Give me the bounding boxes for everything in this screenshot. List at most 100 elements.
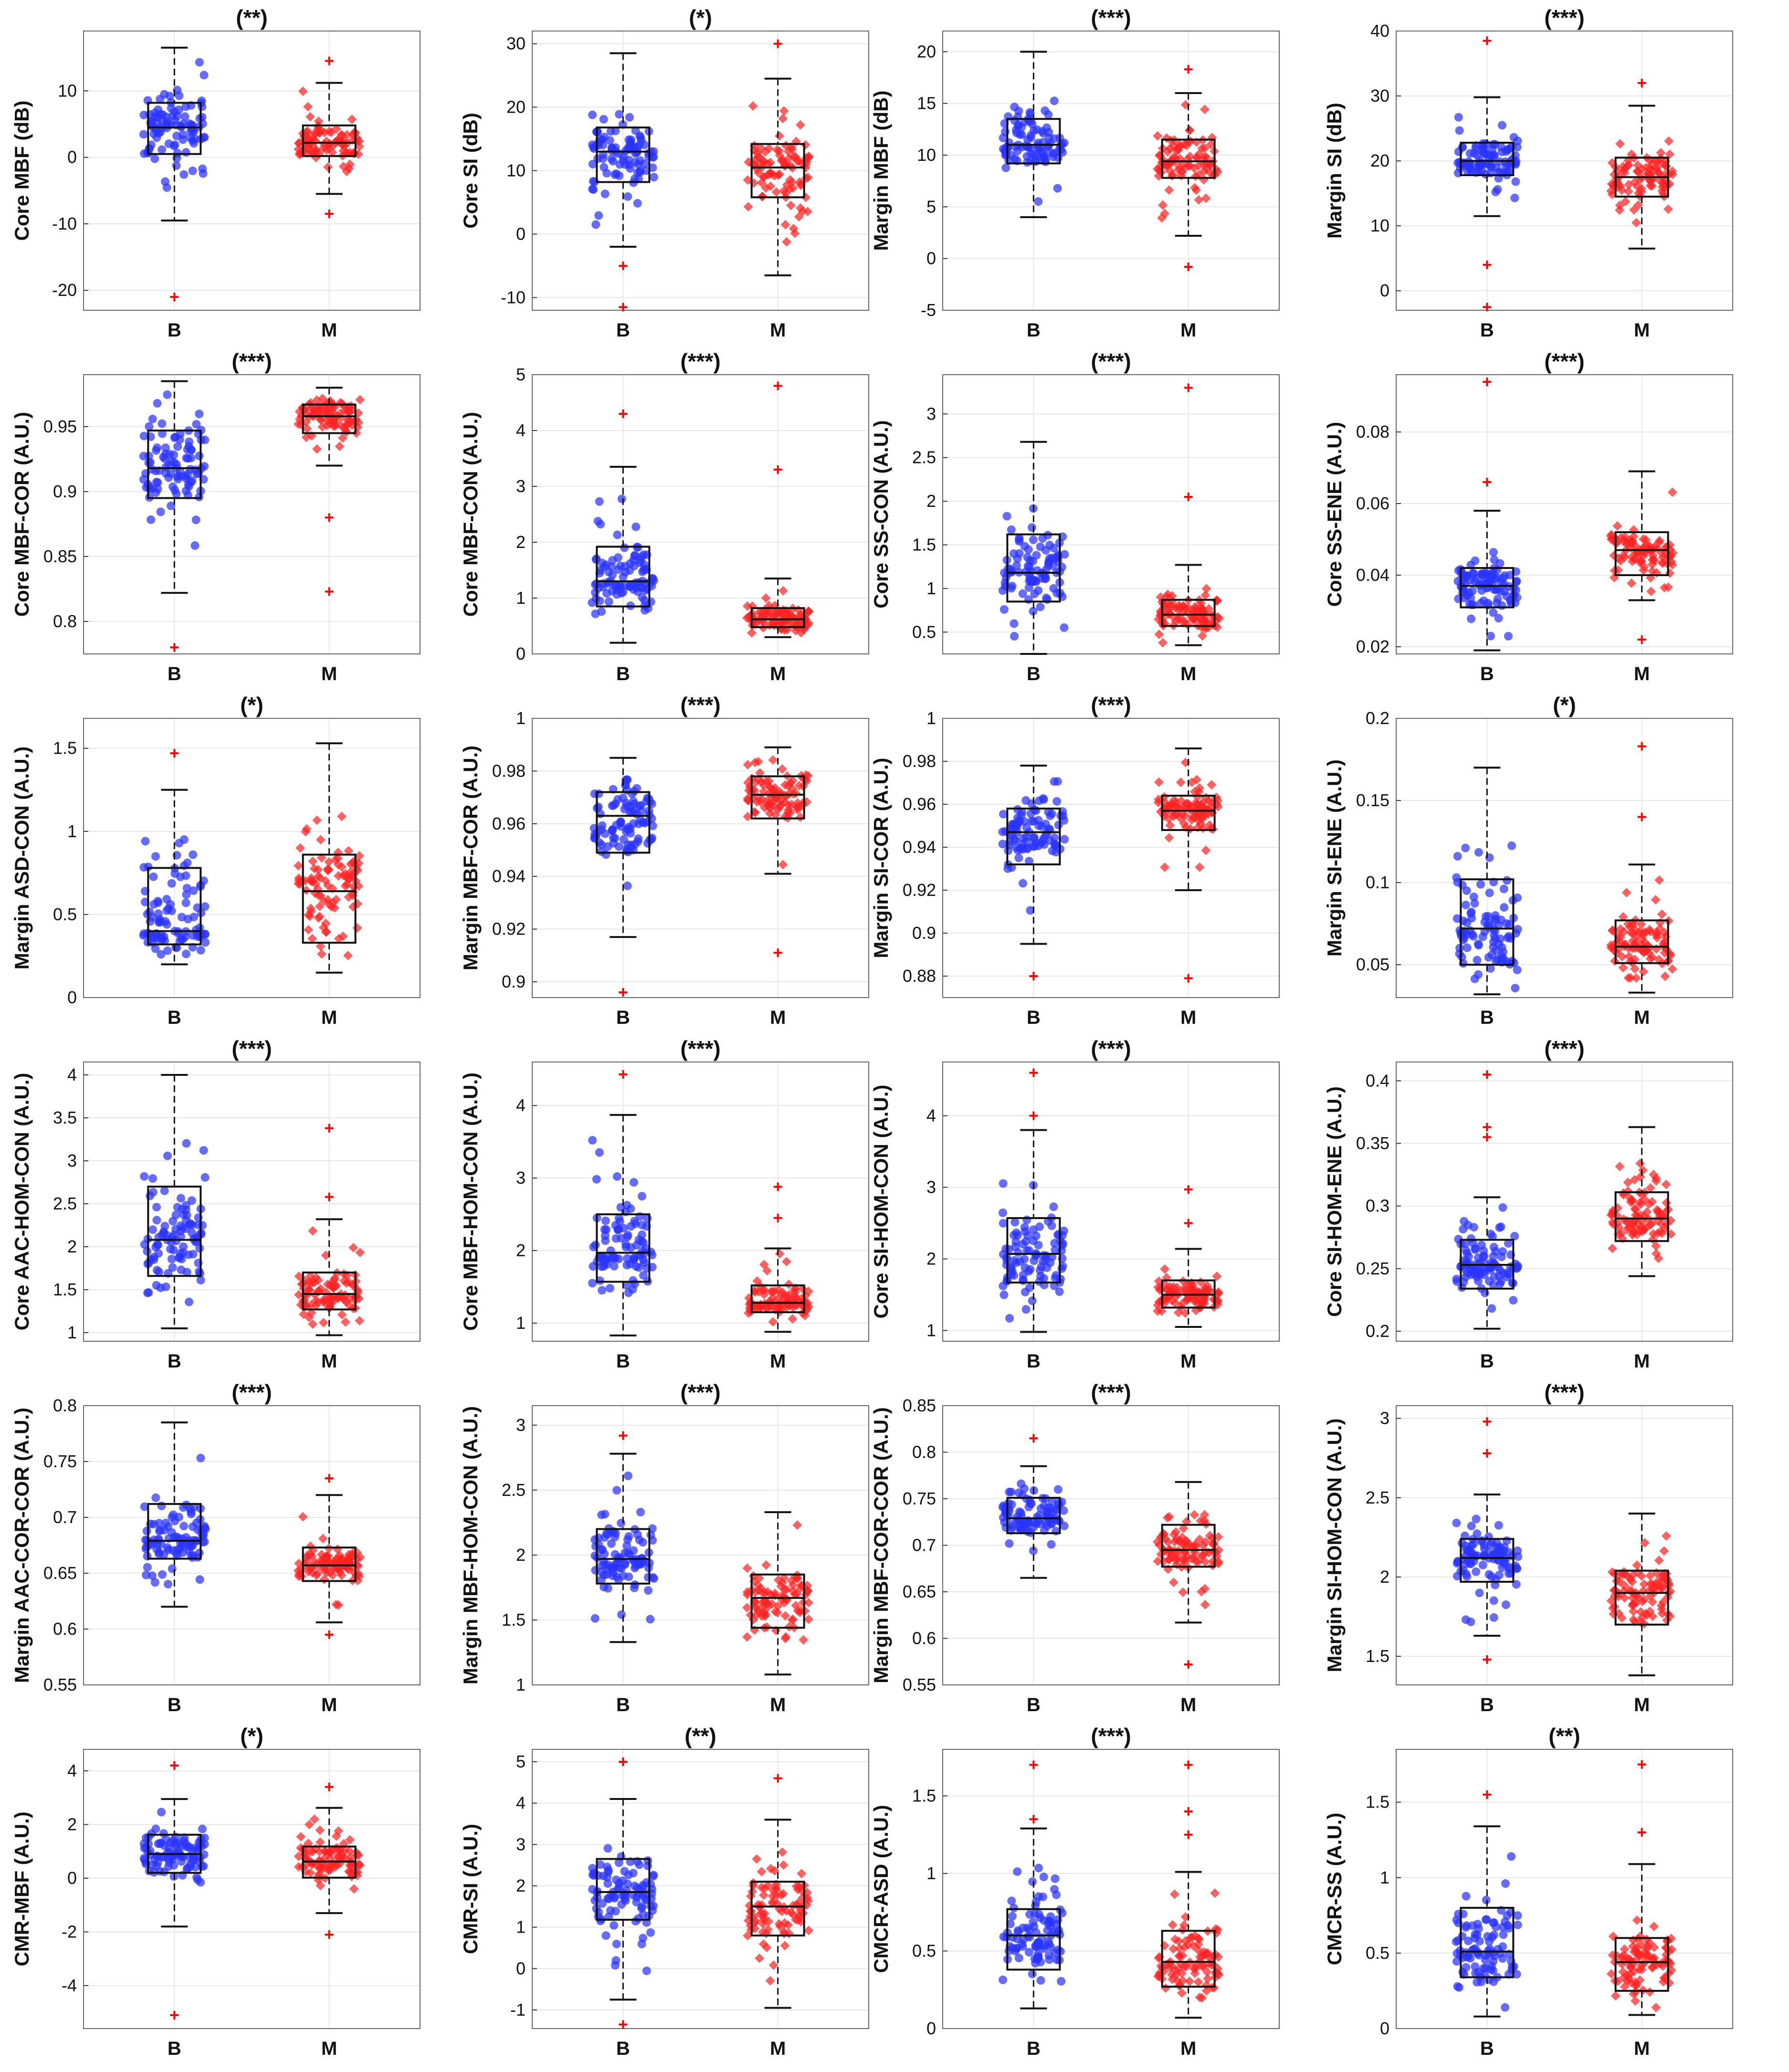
data-point <box>164 139 173 148</box>
data-point <box>640 159 649 168</box>
plot-area <box>532 1062 869 1341</box>
data-point <box>1463 918 1472 927</box>
data-point <box>201 938 210 947</box>
y-axis-label: Core MBF-COR (A.U.) <box>11 412 33 617</box>
data-point <box>147 465 157 474</box>
data-point <box>1458 881 1467 890</box>
data-point <box>1045 554 1054 563</box>
y-axis-label: Core SS-ENE (A.U.) <box>1323 422 1346 607</box>
data-point <box>1047 1540 1056 1549</box>
data-point <box>179 170 189 179</box>
data-point <box>1019 1276 1028 1285</box>
data-point <box>1497 121 1506 130</box>
y-tick-label: 1 <box>516 1313 526 1333</box>
data-point <box>1663 204 1673 214</box>
data-point <box>608 144 617 153</box>
data-point <box>1471 144 1480 153</box>
y-tick-label: -1 <box>510 2000 526 2019</box>
data-point <box>1501 1600 1510 1609</box>
data-point <box>326 415 337 425</box>
data-point <box>161 177 170 186</box>
data-point <box>1060 550 1069 559</box>
y-tick-label: 0.96 <box>903 794 936 814</box>
data-point <box>617 494 626 504</box>
significance-label: (***) <box>1091 1380 1131 1405</box>
y-axis-label: Margin SI-ENE (A.U.) <box>1323 759 1346 957</box>
box-B <box>1453 378 1522 652</box>
y-tick-label: 2.5 <box>53 1194 77 1213</box>
y-tick-label: 40 <box>1370 21 1389 41</box>
data-point <box>1631 218 1642 228</box>
y-tick-label: 1 <box>926 578 936 598</box>
data-point <box>153 119 162 128</box>
data-point <box>347 114 357 124</box>
x-tick-label: M <box>1634 1351 1650 1372</box>
significance-label: (***) <box>1091 349 1131 374</box>
data-point <box>1475 1588 1484 1598</box>
data-point <box>338 870 348 880</box>
data-point <box>172 489 181 498</box>
x-tick-label: M <box>321 320 337 341</box>
data-point <box>1479 1252 1488 1262</box>
data-point <box>1466 1617 1475 1626</box>
data-point <box>594 1908 603 1917</box>
data-point <box>1020 1484 1029 1493</box>
data-point <box>1005 1487 1014 1496</box>
panel-9: 00.511.5B M(*)Margin ASD-CON (A.U.) <box>11 693 421 1028</box>
data-point <box>1502 1536 1511 1545</box>
data-point <box>355 395 365 405</box>
data-point <box>1017 843 1026 852</box>
data-point <box>1453 852 1462 861</box>
data-point <box>1489 943 1498 952</box>
y-tick-label: 0 <box>516 644 526 663</box>
data-point <box>198 1824 207 1833</box>
data-point <box>1036 542 1045 551</box>
data-point <box>1480 1544 1489 1553</box>
data-point <box>1624 179 1634 189</box>
data-point <box>324 857 334 867</box>
box-iqr <box>750 607 805 628</box>
outlier-marker <box>325 210 334 219</box>
y-axis-label: CMR-MBF (A.U.) <box>11 1811 33 1966</box>
y-tick-label: 4 <box>516 1095 526 1115</box>
data-point <box>1468 587 1477 596</box>
y-tick-label: 1.5 <box>53 738 77 758</box>
y-tick-label: 3 <box>516 1168 526 1188</box>
data-point <box>617 1519 626 1528</box>
data-point <box>1175 139 1185 149</box>
y-tick-label: 2.5 <box>502 1480 526 1500</box>
data-point <box>1035 1266 1044 1275</box>
data-point <box>1044 128 1053 137</box>
y-tick-label: 0.55 <box>903 1675 936 1694</box>
data-point <box>766 181 776 191</box>
data-point <box>608 570 617 579</box>
data-point <box>1199 617 1209 627</box>
data-point <box>636 556 645 565</box>
data-point <box>164 1522 173 1531</box>
y-axis-label: Margin SI-COR (A.U.) <box>870 758 892 958</box>
data-point <box>1047 1221 1056 1231</box>
significance-label: (***) <box>1091 1036 1131 1061</box>
data-point <box>302 824 312 834</box>
y-tick-label: 0.05 <box>1356 955 1389 974</box>
data-point <box>1491 188 1500 197</box>
data-point <box>775 607 785 617</box>
data-point <box>1479 596 1488 605</box>
y-tick-label: 0.65 <box>903 1582 936 1601</box>
data-point <box>773 170 783 180</box>
data-point <box>148 1188 158 1197</box>
y-axis-label: Core MBF (dB) <box>11 101 33 241</box>
x-tick-label: B <box>168 1694 181 1715</box>
data-point <box>1060 623 1069 632</box>
data-point <box>620 543 629 552</box>
data-point <box>646 1615 655 1624</box>
plot-area <box>532 375 869 654</box>
data-point <box>1513 1546 1522 1556</box>
y-tick-label: 0.8 <box>53 611 77 631</box>
outlier-marker <box>170 643 179 652</box>
x-tick-label: M <box>770 1007 786 1028</box>
data-point <box>601 1216 610 1225</box>
data-point <box>1024 595 1033 604</box>
data-point <box>780 220 790 230</box>
